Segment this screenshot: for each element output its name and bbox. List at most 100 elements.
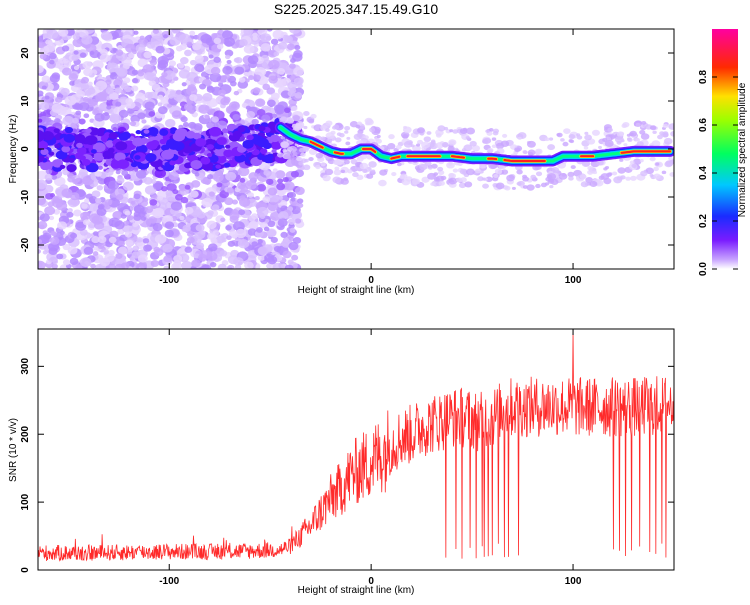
spectrogram-noise-blob bbox=[246, 134, 254, 141]
spectrogram-noise-blob bbox=[308, 156, 314, 162]
spectrogram-noise-blob bbox=[88, 203, 99, 213]
spectrogram-noise-blob bbox=[85, 128, 92, 134]
spectrogram-noise-blob bbox=[78, 168, 88, 177]
spectrogram-noise-blob bbox=[333, 124, 340, 129]
spectrogram-noise-blob bbox=[290, 170, 299, 178]
spectrogram-noise-blob bbox=[293, 67, 304, 77]
spectrogram-noise-blob bbox=[116, 45, 123, 50]
spectrogram-noise-blob bbox=[653, 166, 659, 172]
spectrogram-noise-blob bbox=[216, 137, 227, 146]
spectrogram-noise-blob bbox=[441, 142, 449, 148]
spectrogram-noise-blob bbox=[303, 147, 309, 152]
spectrogram-noise-blob bbox=[121, 170, 129, 176]
spectrogram-noise-blob bbox=[56, 201, 68, 211]
spectrogram-noise-blob bbox=[123, 77, 131, 84]
spectrogram-noise-blob bbox=[171, 29, 181, 34]
spectrogram-noise-blob bbox=[118, 109, 129, 118]
spectrogram-noise-blob bbox=[204, 114, 210, 119]
colorbar-tick-label: 0.2 bbox=[698, 214, 709, 228]
spectrogram-noise-blob bbox=[231, 208, 239, 215]
spectrogram-noise-blob bbox=[437, 125, 446, 132]
spectrogram-noise-blob bbox=[670, 131, 674, 137]
spectrogram-noise-blob bbox=[388, 134, 395, 140]
spectrogram-noise-blob bbox=[452, 129, 459, 134]
spectrogram-noise-blob bbox=[144, 185, 157, 195]
spectrogram-noise-blob bbox=[300, 152, 306, 157]
spectrogram-noise-blob bbox=[132, 222, 139, 227]
spectrogram-noise-blob bbox=[583, 146, 589, 150]
spectrogram-noise-blob bbox=[345, 141, 351, 146]
spectrogram-noise-blob bbox=[212, 172, 224, 182]
spectrogram-noise-blob bbox=[84, 198, 90, 204]
spectrogram-noise-blob bbox=[39, 53, 47, 60]
spectrogram-trace-red bbox=[503, 158, 546, 163]
spectrogram-noise-blob bbox=[222, 30, 233, 40]
spectrogram-noise-blob bbox=[220, 97, 230, 106]
spectrogram-noise-blob bbox=[165, 190, 173, 197]
spectrogram-noise-blob bbox=[516, 169, 523, 175]
spectrogram-noise-blob bbox=[669, 172, 674, 177]
spectrogram-noise-blob bbox=[132, 137, 144, 147]
spectrogram-noise-blob bbox=[66, 164, 77, 172]
spectrogram-noise-blob bbox=[184, 103, 193, 111]
spectrogram-noise-blob bbox=[143, 176, 153, 185]
spectrogram-noise-blob bbox=[72, 38, 84, 48]
spectrogram-noise-blob bbox=[179, 215, 185, 221]
spectrogram-noise-blob bbox=[96, 185, 104, 191]
spectrogram-noise-blob bbox=[96, 207, 107, 216]
spectrogram-noise-blob bbox=[640, 170, 648, 177]
spectrogram-noise-blob bbox=[71, 54, 79, 61]
spectrogram-noise-blob bbox=[220, 217, 226, 222]
spectrogram-noise-blob bbox=[270, 38, 279, 45]
spectrogram-noise-blob bbox=[60, 87, 70, 96]
spectrogram-noise-blob bbox=[73, 50, 79, 55]
spectrogram-noise-blob bbox=[215, 235, 225, 244]
spectrogram-noise-blob bbox=[209, 72, 222, 83]
spectrogram-noise-blob bbox=[629, 130, 638, 137]
spectrogram-noise-blob bbox=[283, 237, 289, 242]
spectrogram-noise-blob bbox=[146, 41, 156, 49]
spectrogram-noise-blob bbox=[298, 161, 304, 166]
spectrogram-noise-blob bbox=[310, 113, 317, 119]
spectrogram-noise-blob bbox=[114, 220, 125, 230]
spectrogram-noise-blob bbox=[49, 74, 60, 83]
spectrogram-noise-blob bbox=[137, 69, 144, 74]
spectrogram-noise-blob bbox=[40, 111, 47, 117]
spectrogram-noise-blob bbox=[40, 148, 49, 156]
spectrogram-noise-blob bbox=[87, 81, 93, 86]
spectrogram-noise-blob bbox=[253, 74, 261, 81]
spectrogram-noise-blob bbox=[225, 54, 231, 60]
spectrogram-noise-blob bbox=[266, 171, 277, 181]
snr-y-tick-label: 100 bbox=[20, 493, 31, 510]
spectrogram-noise-blob bbox=[585, 177, 593, 183]
spectrogram-noise-blob bbox=[629, 160, 635, 165]
spectrogram-noise-blob bbox=[195, 138, 207, 147]
spectrogram-noise-blob bbox=[189, 30, 196, 36]
spectrogram-noise-blob bbox=[254, 195, 260, 201]
spectrogram-noise-blob bbox=[138, 261, 148, 269]
spectrogram-noise-blob bbox=[284, 264, 294, 269]
spectrogram-noise-blob bbox=[371, 169, 376, 173]
spectrogram-noise-blob bbox=[178, 69, 190, 79]
spectrogram-noise-blob bbox=[229, 101, 240, 111]
spectrogram-noise-blob bbox=[189, 190, 199, 198]
spectrogram-noise-blob bbox=[294, 44, 301, 51]
spectrogram-noise-blob bbox=[120, 213, 127, 219]
spectrogram-noise-blob bbox=[649, 156, 656, 162]
spectrogram-noise-blob bbox=[198, 83, 207, 90]
spectrogram-noise-blob bbox=[155, 45, 165, 54]
spectrogram-noise-blob bbox=[514, 147, 521, 153]
spectrogram-noise-blob bbox=[108, 236, 117, 244]
spectrogram-noise-blob bbox=[344, 130, 349, 134]
spectrogram-noise-blob bbox=[243, 44, 255, 54]
spectrogram-noise-blob bbox=[645, 167, 655, 175]
spectrogram-noise-blob bbox=[66, 211, 74, 218]
spectrogram-noise-blob bbox=[100, 48, 108, 56]
spectrogram-noise-blob bbox=[51, 159, 64, 168]
spectrogram-noise-blob bbox=[164, 221, 175, 230]
spectrogram-noise-blob bbox=[223, 149, 234, 158]
spectrogram-noise-blob bbox=[261, 114, 271, 123]
spectrogram-x-axis-title: Height of straight line (km) bbox=[298, 285, 415, 296]
spectrogram-noise-blob bbox=[157, 94, 164, 100]
